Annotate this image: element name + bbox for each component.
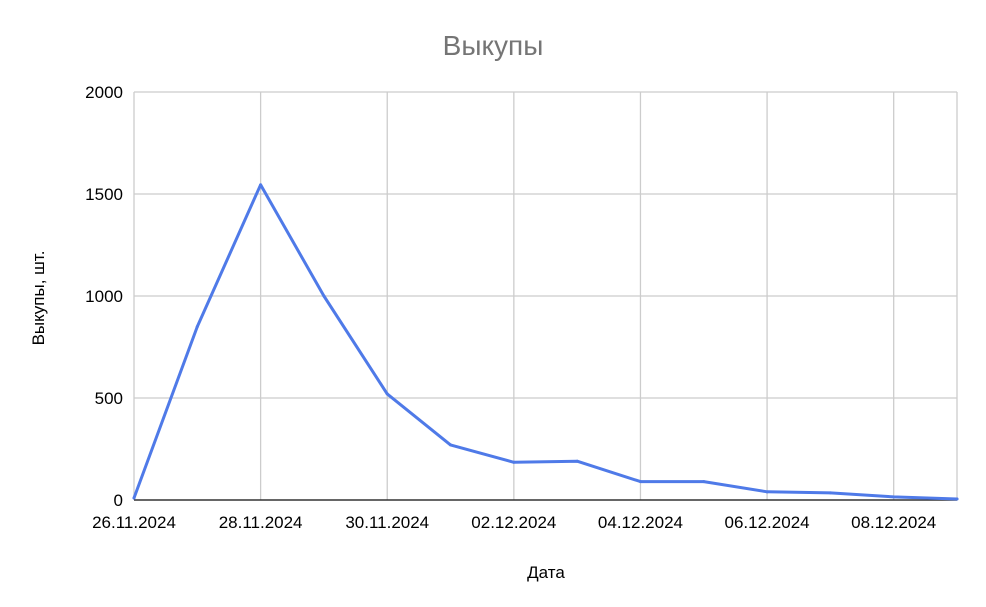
data-point [765, 490, 769, 494]
y-tick-label: 0 [114, 491, 123, 510]
data-point [638, 480, 642, 484]
data-point [702, 480, 706, 484]
data-point [195, 325, 199, 329]
y-tick-label: 2000 [85, 83, 123, 102]
data-point [512, 460, 516, 464]
y-axis-ticks: 0 500 1000 1500 2000 [85, 83, 123, 510]
x-axis-label: Дата [527, 563, 565, 582]
x-tick-label: 04.12.2024 [598, 513, 683, 532]
data-point [385, 392, 389, 396]
data-point [955, 497, 959, 501]
gridlines [133, 91, 958, 501]
x-tick-label: 28.11.2024 [219, 513, 303, 532]
x-tick-label: 08.12.2024 [851, 513, 936, 532]
x-tick-label: 26.11.2024 [92, 513, 176, 532]
data-point [259, 183, 263, 187]
x-axis-ticks: 26.11.2024 28.11.2024 30.11.2024 02.12.2024… [92, 513, 936, 532]
data-point [892, 495, 896, 499]
chart-title: Выкупы [443, 30, 544, 61]
x-tick-label: 06.12.2024 [725, 513, 810, 532]
x-tick-label: 02.12.2024 [471, 513, 556, 532]
x-tick-label: 30.11.2024 [345, 513, 429, 532]
y-tick-label: 1000 [85, 287, 123, 306]
y-tick-label: 1500 [85, 185, 123, 204]
data-point [449, 443, 453, 447]
data-point [322, 294, 326, 298]
series-layer [132, 183, 959, 501]
y-axis-label: Выкупы, шт. [29, 251, 48, 346]
data-point [575, 459, 579, 463]
series-line [132, 183, 959, 501]
y-tick-label: 500 [95, 389, 123, 408]
data-point [828, 491, 832, 495]
data-point [132, 496, 136, 500]
